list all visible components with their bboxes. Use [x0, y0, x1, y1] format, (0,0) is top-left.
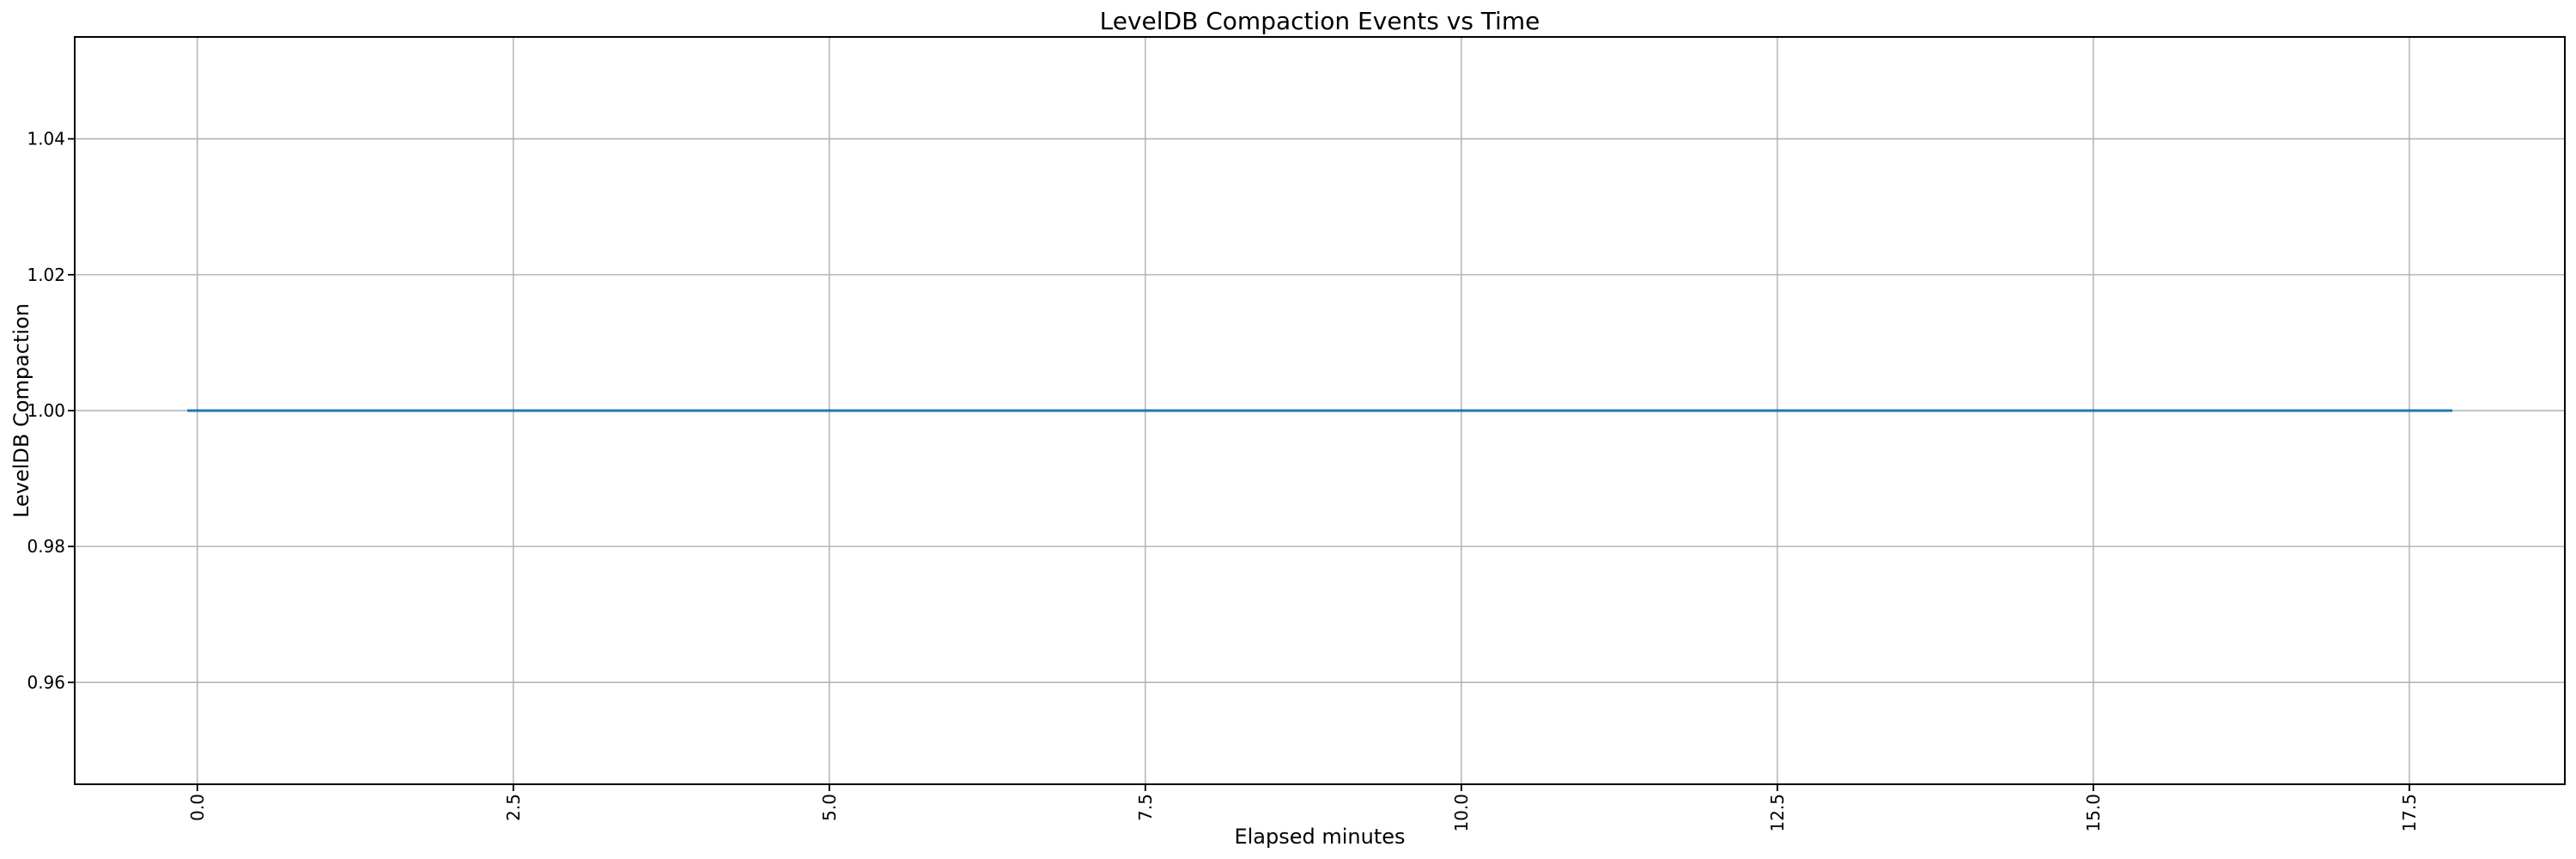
chart-title: LevelDB Compaction Events vs Time	[1100, 7, 1540, 35]
x-tick-label: 5.0	[819, 794, 840, 821]
y-tick-label: 1.02	[27, 265, 65, 285]
x-tick-label: 2.5	[503, 794, 524, 821]
plot-border	[74, 36, 2566, 785]
x-tick-label: 12.5	[1767, 794, 1788, 832]
x-tick-label: 17.5	[2399, 794, 2420, 832]
y-axis-label: LevelDB Compaction	[9, 303, 33, 518]
y-tick-label: 0.96	[27, 672, 65, 692]
x-axis-label: Elapsed minutes	[1234, 825, 1405, 849]
x-tick-label: 0.0	[187, 794, 208, 821]
x-tick-label: 7.5	[1135, 794, 1156, 821]
x-tick-label: 10.0	[1451, 794, 1472, 832]
plot-area: 0.96 0.98 1.00 1.02 1.04 0.0 2.5 5.0 7.5 10.0 12.5…	[27, 36, 2566, 832]
y-tick-label: 1.04	[27, 129, 65, 149]
y-tick-label: 1.00	[27, 400, 65, 421]
y-tick-label: 0.98	[27, 536, 65, 557]
x-tick-label: 15.0	[2083, 794, 2104, 832]
